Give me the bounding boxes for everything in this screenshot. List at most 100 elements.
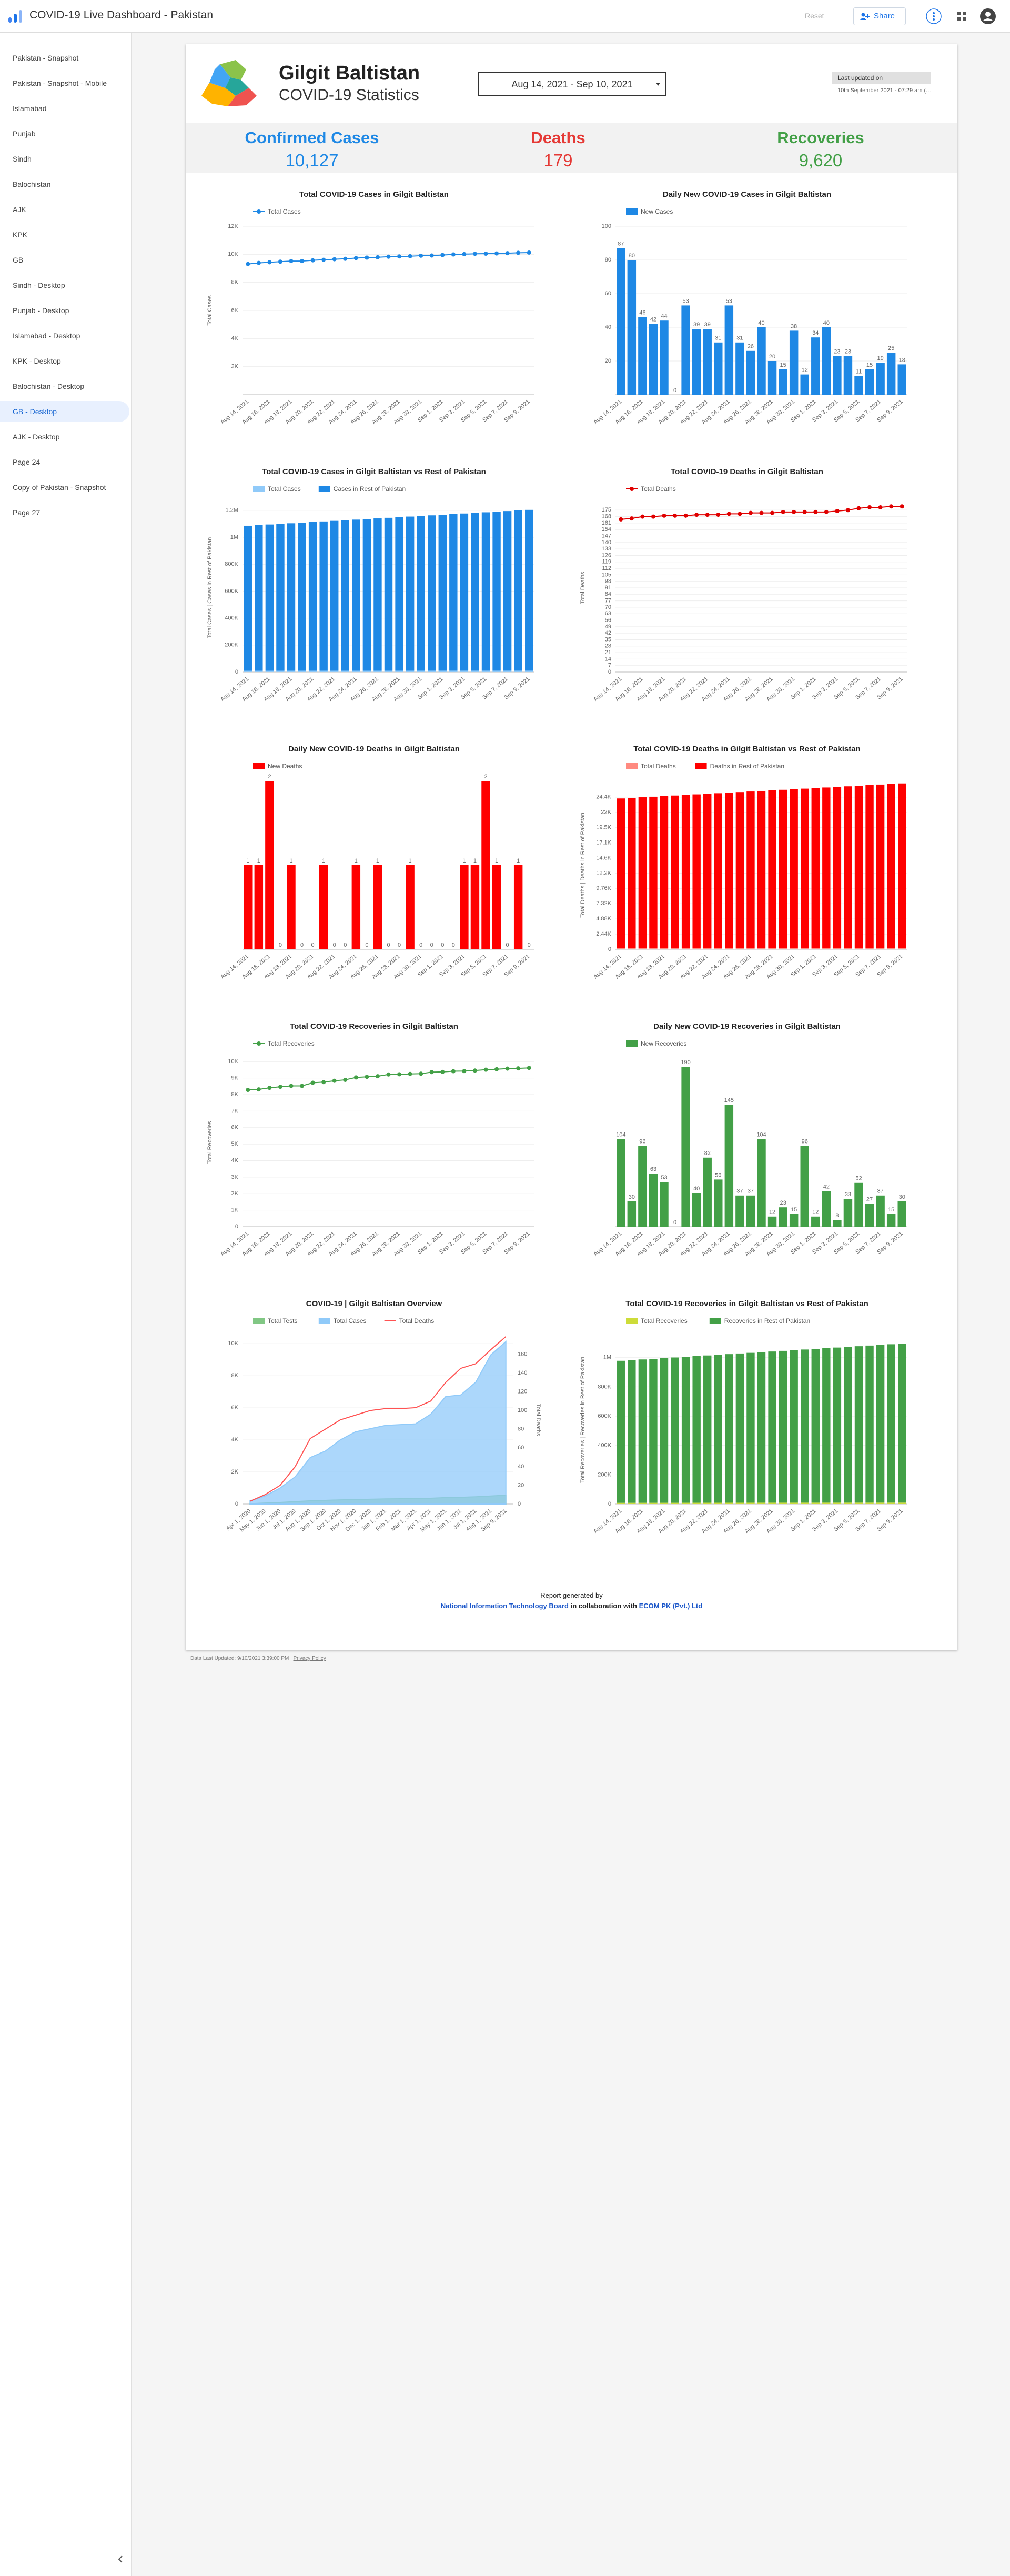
bar [898,1502,906,1504]
data-label: 87 [618,241,624,247]
bar [617,248,625,395]
data-label: 1 [376,858,379,864]
nav-item[interactable]: GB [13,256,24,264]
y-tick-label: 5K [231,1141,239,1147]
nitb-link[interactable]: National Information Technology Board [440,1602,569,1610]
nav-item[interactable]: Punjab [13,129,36,138]
point [900,504,904,509]
bar [649,948,658,949]
legend-swatch [253,763,265,769]
data-label: 23 [780,1200,786,1206]
data-label: 1 [289,858,292,864]
data-label: 39 [693,322,700,328]
point [354,256,358,260]
bar [692,1502,701,1504]
bar [725,1354,733,1503]
bar [768,948,776,949]
toolbar-icons[interactable] [926,8,1005,24]
date-range-text: Aug 14, 2021 - Sep 10, 2021 [511,79,633,89]
nav-item[interactable]: AJK - Desktop [13,433,60,441]
nav-item[interactable]: Islamabad - Desktop [13,332,80,340]
region-subtitle: COVID-19 Statistics [279,86,419,104]
nav-item[interactable]: GB - Desktop [0,401,129,422]
data-label: 34 [812,330,819,336]
point [462,252,467,256]
bar [833,1502,842,1504]
bar [481,781,490,949]
legend-label: New Cases [641,208,673,215]
data-label: 1 [517,858,520,864]
data-label: 53 [661,1175,667,1181]
bar [638,1359,647,1503]
y-tick-label: 600K [598,1413,611,1419]
collapse-icon[interactable] [117,2554,124,2564]
nav-item[interactable]: Balochistan - Desktop [13,382,85,390]
point [332,257,337,262]
legend-swatch [626,1318,638,1324]
reset-button[interactable]: Reset [805,12,824,20]
data-label: 12 [802,367,808,374]
point [494,1067,499,1071]
y-tick-label: 14 [605,656,611,662]
nav-item[interactable]: Pakistan - Snapshot - Mobile [13,79,107,87]
data-label: 38 [791,323,797,329]
bar [854,1346,863,1503]
point [705,513,710,517]
point [300,259,305,264]
bar [897,1201,906,1227]
bar [438,515,447,671]
nav-item[interactable]: KPK [13,230,28,239]
nav-item[interactable]: Sindh - Desktop [13,281,65,289]
privacy-link[interactable]: Privacy Policy [293,1656,326,1661]
data-label: 40 [823,320,830,326]
point [440,253,445,257]
y-axis-title: Total Recoveries [207,1121,213,1164]
bar [638,948,647,949]
y-tick-label: 2.44K [596,931,611,937]
data-label: 63 [650,1166,656,1172]
bar [638,1146,647,1227]
nav-item[interactable]: AJK [13,205,26,214]
bar [406,865,415,949]
y-tick-label: 91 [605,585,611,591]
nav-item[interactable]: Balochistan [13,180,51,188]
legend-label: Total Cases [334,1317,367,1325]
nav-item[interactable]: Copy of Pakistan - Snapshot [13,483,106,492]
bar [352,670,360,672]
region-title: Gilgit Baltistan [279,62,420,84]
nav-item[interactable]: Sindh [13,155,32,163]
bar [449,670,458,672]
data-label: 1 [462,858,466,864]
bar [779,1207,787,1227]
nav-item[interactable]: Page 24 [13,458,41,466]
bar [757,790,766,948]
nav-item[interactable]: KPK - Desktop [13,357,61,365]
share-button[interactable]: Share [853,7,906,25]
data-label: 0 [398,942,401,948]
bar [308,670,317,672]
point [527,250,531,255]
data-label: 33 [845,1191,851,1198]
bar [276,670,285,672]
y-tick-label: 9K [231,1075,239,1081]
y-tick-label: 126 [602,552,611,558]
y-tick-label: 1M [230,534,238,540]
y-tick-label: 6K [231,307,239,314]
bar [790,1502,798,1504]
bar [746,1195,755,1227]
bar [746,791,755,948]
ecom-link[interactable]: ECOM PK (Pvt.) Ltd [639,1602,703,1610]
nav-item[interactable]: Page 27 [13,508,41,517]
data-label: 0 [419,942,422,948]
bar [844,1502,852,1504]
nav-item[interactable]: Punjab - Desktop [13,306,69,315]
bar [876,1195,885,1227]
bar [757,1139,766,1227]
point [343,256,348,261]
point [856,506,861,510]
bar [681,1067,690,1227]
nav-item[interactable]: Pakistan - Snapshot [13,54,79,62]
data-label: 0 [387,942,390,948]
date-range-picker[interactable]: Aug 14, 2021 - Sep 10, 2021 [478,72,666,96]
nav-item[interactable]: Islamabad [13,104,47,113]
